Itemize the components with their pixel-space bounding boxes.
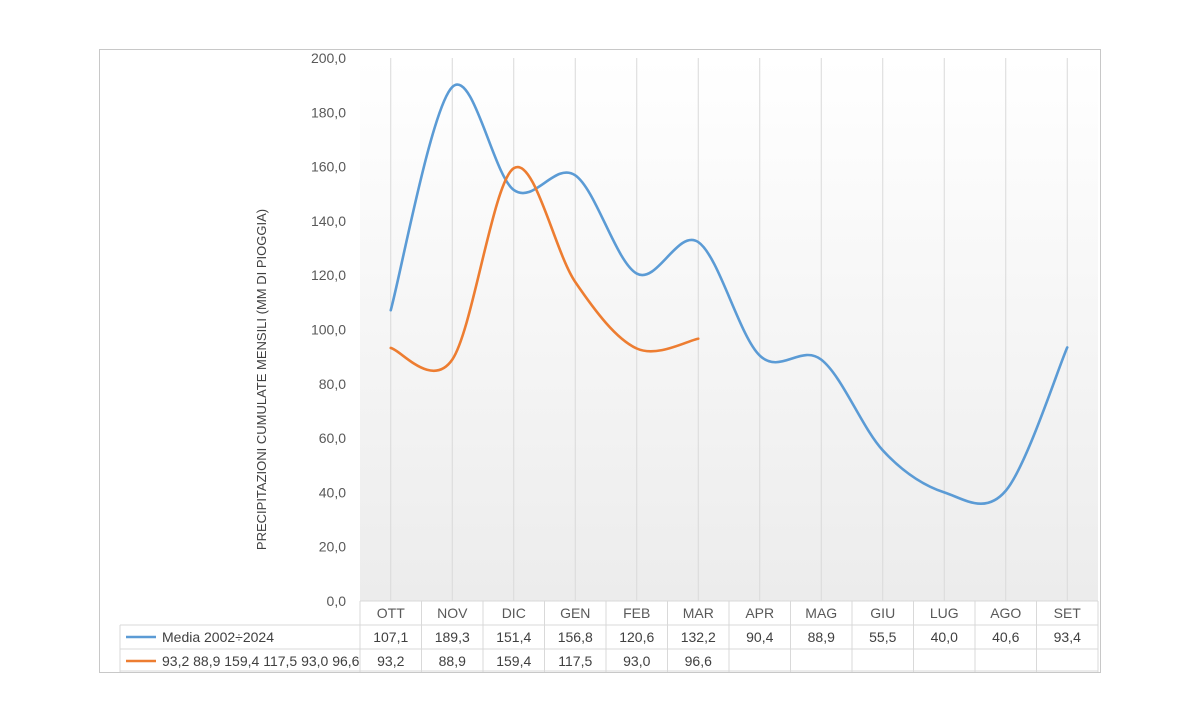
series-line-2 xyxy=(389,165,700,372)
line-chart: 0,0 20,0 40,0 60,0 80,0 100,0 120,0 140,0 160,0 1… xyxy=(119,50,1099,672)
y-tick-label: 40,0 xyxy=(319,484,346,500)
series-line-1 xyxy=(389,83,1069,505)
chart-frame: 0,0 20,0 40,0 60,0 80,0 100,0 120,0 140,0 160,0 1… xyxy=(99,49,1101,673)
x-category-label: DIC xyxy=(502,605,526,621)
table-value-cell: 120,6 xyxy=(619,629,654,645)
series-lines xyxy=(389,83,1069,505)
legend-series-name: 93,2 88,9 159,4 117,5 93,0 96,6 xyxy=(162,653,360,669)
table-value-cell: 156,8 xyxy=(558,629,593,645)
y-tick-label: 160,0 xyxy=(311,159,346,175)
table-value-cell: 151,4 xyxy=(496,629,531,645)
x-category-label: GIU xyxy=(870,605,895,621)
table-value-cell: 117,5 xyxy=(558,653,592,669)
x-category-label: MAR xyxy=(683,605,714,621)
table-value-cell: 40,0 xyxy=(931,629,958,645)
x-category-label: APR xyxy=(745,605,774,621)
table-value-cell: 132,2 xyxy=(681,629,716,645)
table-value-cell: 88,9 xyxy=(808,629,835,645)
x-category-label: NOV xyxy=(437,605,468,621)
y-tick-label: 20,0 xyxy=(319,539,346,555)
x-category-label: MAG xyxy=(805,605,837,621)
table-value-cell: 189,3 xyxy=(435,629,470,645)
y-tick-label: 0,0 xyxy=(327,593,347,609)
table-value-cell: 93,4 xyxy=(1054,629,1081,645)
y-tick-label: 200,0 xyxy=(311,50,346,66)
y-axis-title: PRECIPITAZIONI CUMULATE MENSILI (MM DI P… xyxy=(254,209,269,550)
table-value-cell: 93,2 xyxy=(377,653,404,669)
y-tick-label: 80,0 xyxy=(319,376,346,392)
y-tick-label: 180,0 xyxy=(311,104,346,120)
y-tick-label: 60,0 xyxy=(319,430,346,446)
table-value-cell: 96,6 xyxy=(685,653,712,669)
table-value-cell: 90,4 xyxy=(746,629,773,645)
data-table: OTT NOV DIC GEN FEB MAR APR MAG GIU LUG AGO SET Medi… xyxy=(119,600,1099,672)
table-value-cell: 93,0 xyxy=(623,653,650,669)
table-value-cell: 107,1 xyxy=(373,629,408,645)
x-category-label: GEN xyxy=(560,605,590,621)
grid-lines xyxy=(390,58,1068,601)
table-value-cell: 40,6 xyxy=(992,629,1019,645)
x-category-label: OTT xyxy=(377,605,405,621)
plot-area xyxy=(360,58,1098,601)
x-category-label: AGO xyxy=(990,605,1021,621)
x-category-label: FEB xyxy=(623,605,650,621)
table-value-cell: 159,4 xyxy=(496,653,531,669)
y-axis-tick-labels: 0,0 20,0 40,0 60,0 80,0 100,0 120,0 140,0 160,0 1… xyxy=(311,50,346,609)
table-value-cell: 55,5 xyxy=(869,629,896,645)
x-category-label: SET xyxy=(1054,605,1082,621)
y-tick-label: 140,0 xyxy=(311,213,346,229)
table-value-cell: 88,9 xyxy=(439,653,466,669)
y-tick-label: 120,0 xyxy=(311,267,346,283)
x-category-label: LUG xyxy=(930,605,959,621)
legend-series-name: Media 2002÷2024 xyxy=(162,629,274,645)
y-tick-label: 100,0 xyxy=(311,322,346,338)
